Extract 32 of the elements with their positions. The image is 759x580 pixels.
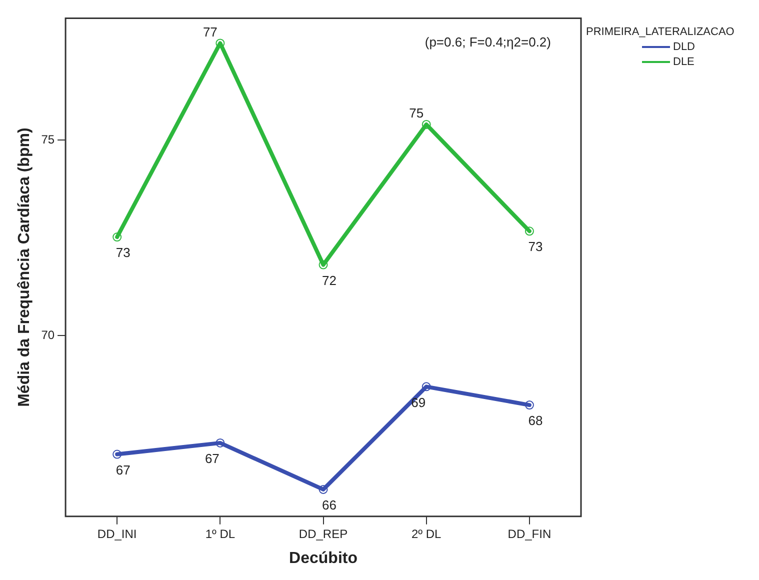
legend-title: PRIMEIRA_LATERALIZACAO [586,26,736,38]
point [112,450,122,459]
point [318,260,328,270]
point [112,232,122,242]
data-label: 66 [322,498,337,513]
data-label: 77 [202,24,218,40]
data-label: 73 [528,239,543,254]
data-label: 75 [409,106,424,121]
x-tick-label: DD_FIN [508,526,552,541]
data-label: 73 [116,245,130,260]
point [216,438,225,448]
data-label: 67 [116,462,130,478]
data-label: 72 [322,272,337,288]
x-tick-label: DD_REP [298,526,348,541]
data-label: 68 [528,413,543,428]
y-axis-title: Média da Frequência Cardíaca (bpm) [16,128,34,407]
data-label: 69 [411,394,426,410]
point [422,382,431,392]
point [318,484,328,494]
point [216,38,225,48]
point [524,400,534,410]
x-tick-label: DD_INI [97,526,137,541]
legend-label: DLD [673,41,696,53]
point [422,120,431,129]
x-tick-label: 2º DL [411,526,442,541]
point [524,226,534,236]
y-tick-label: 70 [41,328,55,342]
legend-label: DLE [673,56,694,68]
x-tick-label: 1º DL [205,526,236,541]
annotation: (p=0.6; F=0.4;η2=0.2) [424,34,551,50]
x-axis-title: Decúbito [289,550,358,567]
data-label: 67 [204,451,220,466]
